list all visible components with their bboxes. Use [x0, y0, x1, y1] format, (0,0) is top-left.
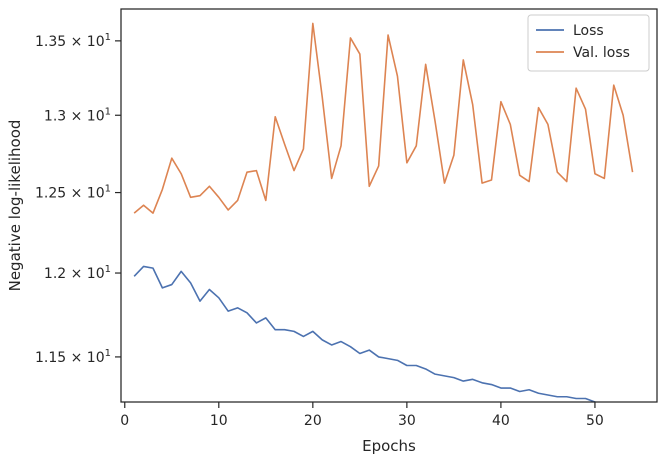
series-lines: [133, 22, 634, 402]
series-line-1: [133, 22, 634, 214]
x-tick-label: 20: [304, 413, 322, 429]
y-axis: 1.15 × 101 1.2 × 101 1.25 × 101 1.3 × 101 1.…: [35, 32, 121, 366]
legend-label-0: Loss: [573, 23, 604, 39]
x-tick-label: 30: [398, 413, 416, 429]
legend-box: [527, 14, 650, 72]
series-line-0: [133, 265, 600, 402]
y-tick-label: 1.3 × 101: [44, 106, 111, 124]
y-tick-label: 1.35 × 101: [35, 32, 111, 50]
y-tick-label: 1.2 × 101: [44, 264, 111, 282]
x-axis: 0 10 20 30 40 50: [120, 402, 604, 429]
plot-area: [133, 22, 634, 402]
x-tick-label: 0: [120, 413, 129, 429]
y-tick-label: 1.25 × 101: [35, 184, 111, 202]
x-tick-label: 40: [492, 413, 510, 429]
y-axis-label: Negative log-likelihood: [6, 120, 24, 292]
y-tick-label: 1.15 × 101: [35, 348, 111, 366]
legend: Loss Val. loss: [527, 14, 650, 72]
x-tick-label: 50: [586, 413, 604, 429]
legend-label-1: Val. loss: [573, 45, 630, 61]
plot-frame: [120, 8, 658, 403]
x-axis-label: Epochs: [362, 437, 416, 455]
x-tick-label: 10: [210, 413, 228, 429]
